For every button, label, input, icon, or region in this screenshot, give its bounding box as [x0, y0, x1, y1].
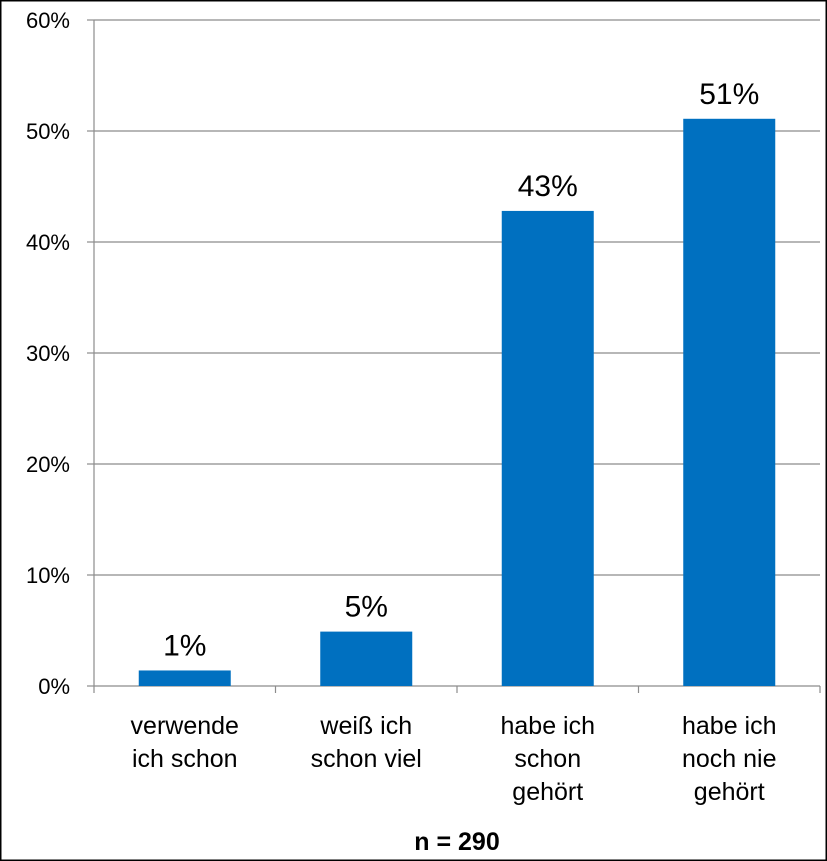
data-label: 43% — [518, 170, 578, 203]
bars — [138, 118, 776, 687]
sample-size-note: n = 290 — [414, 828, 499, 856]
x-category-label: habe ich noch nie gehört — [682, 712, 777, 806]
x-category-label-line: weiß ich — [319, 712, 412, 740]
x-category-label-line: habe ich — [682, 712, 777, 740]
x-category-label-line: ich schon — [132, 745, 238, 773]
y-tick-label: 30% — [26, 341, 70, 366]
data-label: 51% — [699, 78, 759, 111]
bar — [320, 631, 413, 686]
y-tick-label: 50% — [26, 119, 70, 144]
x-category-label-line: noch nie — [682, 745, 777, 773]
y-tick-label: 60% — [26, 8, 70, 33]
x-category-label-line: gehört — [694, 778, 765, 806]
y-tick-label: 20% — [26, 452, 70, 477]
x-category-label-line: gehört — [512, 778, 583, 806]
y-tick-label: 40% — [26, 230, 70, 255]
labels: 0% 10% 20% 30% 40% 50% 60% 1% verwende ich schon 5… — [26, 8, 777, 806]
x-category-label-line: schon — [514, 745, 581, 773]
x-category-label-line: habe ich — [500, 712, 595, 740]
x-category-label-line: verwende — [131, 712, 239, 740]
y-tick-label: 10% — [26, 563, 70, 588]
x-category-label-line: schon viel — [311, 745, 422, 773]
y-tick-label: 0% — [38, 674, 70, 699]
x-category-label: weiß ich schon viel — [311, 712, 422, 773]
bar — [501, 210, 594, 687]
x-category-label: habe ich schon gehört — [500, 712, 595, 806]
bar — [138, 670, 231, 686]
data-label: 1% — [163, 629, 206, 662]
data-label: 5% — [345, 591, 388, 624]
x-category-label: verwende ich schon — [131, 712, 239, 773]
bar — [683, 118, 776, 687]
